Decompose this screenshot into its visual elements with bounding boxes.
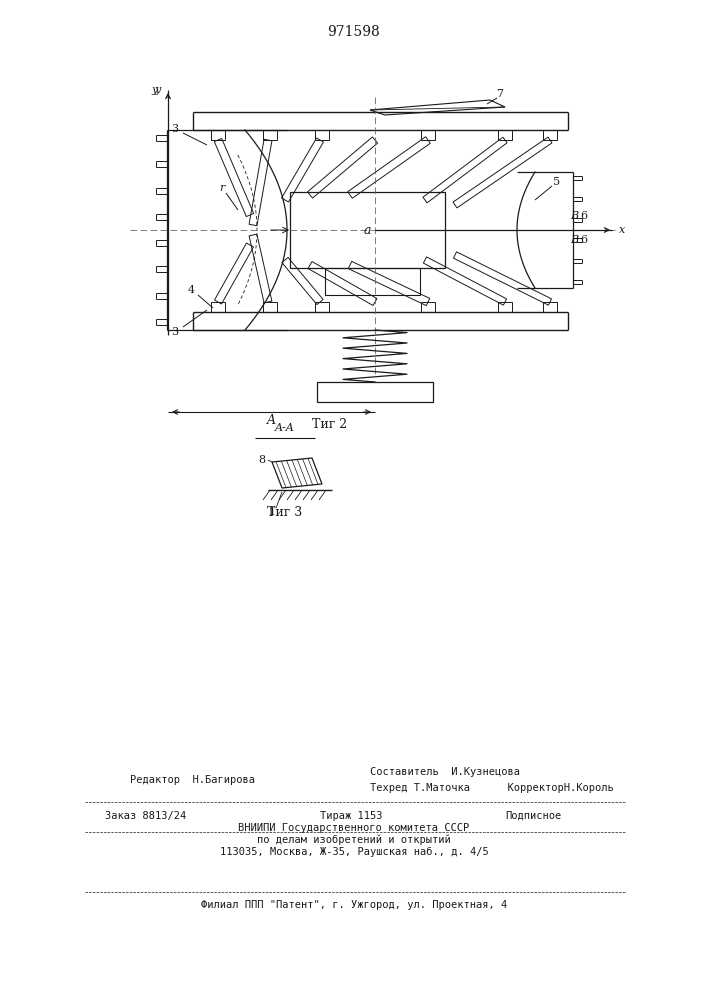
Text: Τиг 2: Τиг 2	[312, 418, 348, 430]
Text: 6: 6	[580, 211, 587, 221]
Text: 7: 7	[496, 89, 503, 99]
Text: a: a	[363, 224, 371, 236]
Text: A-A: A-A	[275, 423, 295, 433]
Text: Составитель  И.Кузнецова: Составитель И.Кузнецова	[370, 767, 520, 777]
Text: Тираж 1153: Тираж 1153	[320, 811, 382, 821]
Text: Редактор  Н.Багирова: Редактор Н.Багирова	[130, 775, 255, 785]
Text: ВНИИПИ Государственного комитета СССР: ВНИИПИ Государственного комитета СССР	[238, 823, 469, 833]
Text: x: x	[619, 225, 625, 235]
Text: по делам изобретений и открытий: по делам изобретений и открытий	[257, 835, 451, 845]
Text: Филиал ППП "Патент", г. Ужгород, ул. Проектная, 4: Филиал ППП "Патент", г. Ужгород, ул. Про…	[201, 900, 507, 910]
Text: 8: 8	[258, 455, 265, 465]
Text: 6: 6	[580, 235, 587, 245]
Text: Техред Т.Маточка      КорректорН.Король: Техред Т.Маточка КорректорН.Король	[370, 783, 614, 793]
Text: B: B	[570, 211, 578, 221]
Text: y: y	[155, 85, 161, 95]
Text: Подписное: Подписное	[505, 811, 561, 821]
Text: 113035, Москва, Ж-35, Раушская наб., д. 4/5: 113035, Москва, Ж-35, Раушская наб., д. …	[220, 847, 489, 857]
Text: Заказ 8813/24: Заказ 8813/24	[105, 811, 186, 821]
Text: Τиг 3: Τиг 3	[267, 506, 303, 518]
Text: 5: 5	[553, 177, 560, 187]
Text: B: B	[570, 235, 578, 245]
Text: A: A	[267, 414, 276, 428]
Text: 3: 3	[171, 124, 178, 134]
Text: y: y	[152, 85, 158, 95]
Text: 3: 3	[171, 327, 178, 337]
Text: 971598: 971598	[327, 25, 380, 39]
Text: r: r	[219, 183, 225, 193]
Text: 1: 1	[269, 507, 276, 517]
Text: 4: 4	[188, 285, 195, 295]
